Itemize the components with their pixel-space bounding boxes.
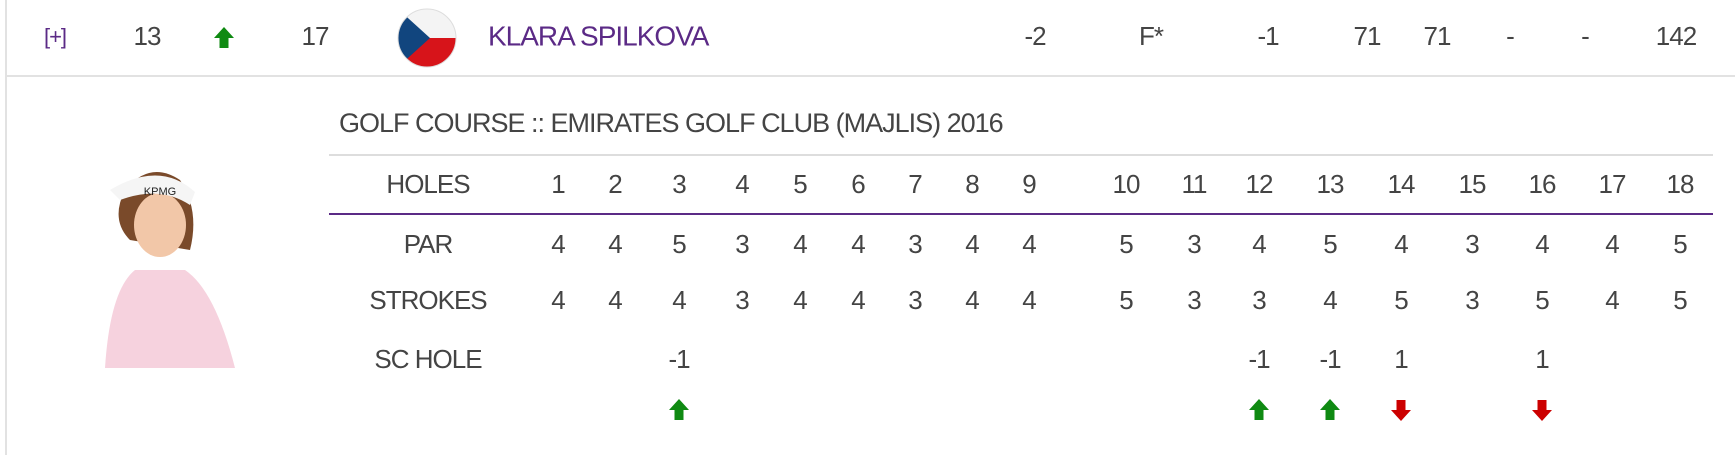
hole-number: 5	[793, 169, 807, 199]
hole-number: 9	[1022, 169, 1036, 199]
position: 13	[134, 21, 161, 51]
strokes-value: 4	[672, 285, 686, 315]
strokes-value: 3	[1252, 285, 1266, 315]
strokes-value: 5	[1535, 285, 1549, 315]
strokes-value: 4	[551, 285, 565, 315]
hole-number: 8	[965, 169, 979, 199]
arrow-down	[1391, 400, 1411, 421]
hole-number: 1	[551, 169, 565, 199]
hole-number: 14	[1388, 169, 1415, 199]
par-value: 5	[1673, 229, 1687, 259]
strokes-value: 3	[908, 285, 922, 315]
hole-number: 12	[1246, 169, 1273, 199]
par-value: 3	[1187, 229, 1201, 259]
to-par: -2	[1024, 21, 1046, 51]
arrow-up	[669, 399, 689, 420]
hole-number: 16	[1529, 169, 1556, 199]
strokes-value: 4	[608, 285, 622, 315]
arrow-down	[1532, 400, 1552, 421]
player-photo: KPMG	[105, 172, 235, 368]
hole-number: 11	[1182, 169, 1208, 199]
today: -1	[1257, 21, 1279, 51]
previous-position: 17	[302, 21, 329, 51]
par-value: 4	[1535, 229, 1549, 259]
thru: F*	[1139, 21, 1164, 51]
expand-toggle[interactable]: [+]	[44, 24, 67, 49]
par-value: 4	[965, 229, 979, 259]
par-value: 4	[551, 229, 565, 259]
strokes-value: 3	[735, 285, 749, 315]
strokes-value: 4	[1605, 285, 1619, 315]
hole-number: 7	[908, 169, 922, 199]
hole-number: 3	[672, 169, 686, 199]
hole-number: 6	[851, 169, 865, 199]
arrow-up	[214, 27, 234, 48]
arrow-up	[1320, 399, 1340, 420]
strokes-value: 5	[1119, 285, 1133, 315]
strokes-value: 4	[1323, 285, 1337, 315]
round-score: -	[1506, 21, 1514, 51]
par-value: 4	[1022, 229, 1036, 259]
strokes-value: 3	[1187, 285, 1201, 315]
par-value: 4	[608, 229, 622, 259]
strokes-value: 5	[1394, 285, 1408, 315]
player-name[interactable]: KLARA SPILKOVA	[488, 20, 711, 51]
sc-hole-value: 1	[1535, 344, 1549, 374]
strokes-value: 4	[1022, 285, 1036, 315]
row-label: SC HOLE	[374, 344, 482, 374]
movement-arrow	[214, 27, 234, 48]
par-value: 4	[793, 229, 807, 259]
flag-ring	[397, 8, 457, 68]
total: 142	[1656, 21, 1697, 51]
sc-hole-value: -1	[1319, 344, 1341, 374]
row-label: STROKES	[369, 285, 487, 315]
par-value: 5	[1323, 229, 1337, 259]
hole-number: 18	[1667, 169, 1694, 199]
hole-number: 2	[608, 169, 622, 199]
par-value: 3	[1465, 229, 1479, 259]
sc-hole-value: -1	[668, 344, 690, 374]
hole-number: 17	[1599, 169, 1626, 199]
strokes-value: 4	[793, 285, 807, 315]
par-value: 4	[1252, 229, 1266, 259]
strokes-value: 4	[851, 285, 865, 315]
round-score: 71	[1424, 21, 1451, 51]
round-score: -	[1581, 21, 1589, 51]
strokes-value: 5	[1673, 285, 1687, 315]
course-title: GOLF COURSE :: EMIRATES GOLF CLUB (MAJLI…	[339, 108, 1003, 138]
row-label: PAR	[404, 229, 453, 259]
strokes-value: 3	[1465, 285, 1479, 315]
par-value: 5	[672, 229, 686, 259]
par-value: 3	[735, 229, 749, 259]
svg-text:KPMG: KPMG	[144, 186, 176, 198]
sc-hole-value: -1	[1248, 344, 1270, 374]
row-label: HOLES	[386, 169, 470, 199]
par-value: 4	[851, 229, 865, 259]
par-value: 5	[1119, 229, 1133, 259]
par-value: 4	[1394, 229, 1408, 259]
hole-number: 15	[1459, 169, 1486, 199]
hole-number: 13	[1317, 169, 1344, 199]
par-value: 4	[1605, 229, 1619, 259]
hole-number: 4	[735, 169, 749, 199]
strokes-value: 4	[965, 285, 979, 315]
hole-number: 10	[1113, 169, 1140, 199]
arrow-up	[1249, 399, 1269, 420]
sc-hole-value: 1	[1394, 344, 1408, 374]
par-value: 3	[908, 229, 922, 259]
round-score: 71	[1354, 21, 1381, 51]
